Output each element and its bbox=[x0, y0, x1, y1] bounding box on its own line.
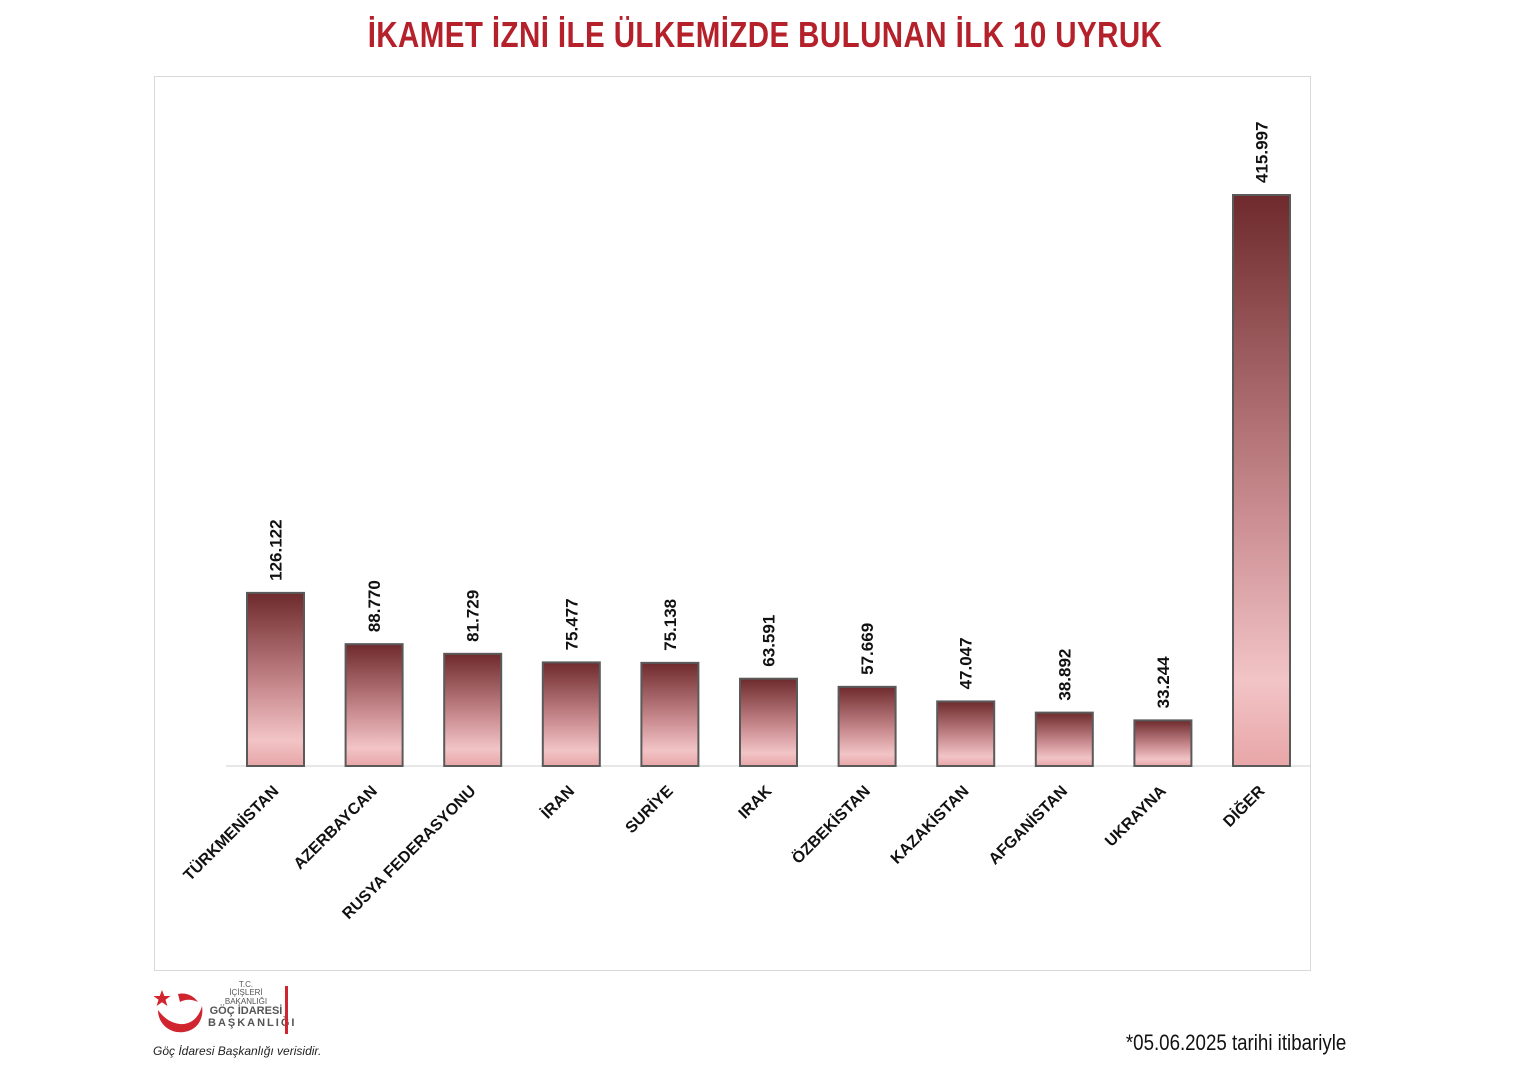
bar bbox=[246, 591, 305, 767]
chart-title: İKAMET İZNİ İLE ÜLKEMİZDE BULUNAN İLK 10… bbox=[367, 14, 1163, 55]
category-label: ÖZBEKİSTAN bbox=[788, 781, 874, 867]
category-label: IRAK bbox=[736, 782, 776, 822]
goc-idaresi-logo bbox=[153, 990, 203, 1033]
value-label: 415.997 bbox=[1253, 122, 1272, 183]
bar bbox=[640, 661, 700, 767]
value-label: 38.892 bbox=[1055, 649, 1074, 701]
bar bbox=[837, 685, 897, 768]
value-label: 47.047 bbox=[957, 637, 976, 689]
value-label: 33.244 bbox=[1154, 656, 1173, 709]
chart-area bbox=[154, 76, 1311, 971]
category-label: AZERBAYCAN bbox=[291, 783, 381, 873]
category-label: İRAN bbox=[538, 782, 578, 822]
bar bbox=[443, 652, 503, 768]
source-note: Göç İdaresi Başkanlığı verisidir. bbox=[153, 1044, 322, 1058]
bar bbox=[1034, 711, 1094, 767]
category-label: KAZAKİSTAN bbox=[887, 782, 972, 867]
logo-text: T.C. İÇİŞLERİ BAKANLIĞI GÖÇ İDARESİ BAŞK… bbox=[208, 980, 297, 1029]
value-label: 88.770 bbox=[365, 580, 384, 632]
logo-line-ministry: İÇİŞLERİ BAKANLIĞI bbox=[224, 988, 268, 1006]
value-label: 81.729 bbox=[464, 590, 483, 642]
category-label: AFGANİSTAN bbox=[985, 782, 1071, 868]
logo-divider bbox=[285, 986, 288, 1034]
bar bbox=[1133, 719, 1193, 767]
value-label: 126.122 bbox=[267, 519, 286, 580]
bar bbox=[1232, 194, 1291, 767]
bar bbox=[541, 661, 601, 768]
value-label: 63.591 bbox=[760, 615, 779, 667]
value-label: 57.669 bbox=[858, 623, 877, 675]
category-label: SURİYE bbox=[622, 782, 677, 837]
bar bbox=[344, 643, 404, 767]
category-label: DİĞER bbox=[1219, 781, 1269, 831]
bar bbox=[936, 700, 996, 767]
value-label: 75.138 bbox=[661, 599, 680, 651]
logo-line-baskanlik: BAŞKANLIĞI bbox=[208, 1016, 297, 1029]
logo-line-tc: T.C. bbox=[238, 980, 254, 989]
date-note: *05.06.2025 tarihi itibariyle bbox=[1125, 1030, 1346, 1055]
value-label: 75.477 bbox=[562, 598, 581, 650]
bar bbox=[739, 677, 798, 767]
category-label: UKRAYNA bbox=[1102, 782, 1170, 850]
category-label: TÜRKMENİSTAN bbox=[179, 781, 282, 884]
logo-line-goc: GÖÇ İDARESİ bbox=[209, 1005, 283, 1018]
